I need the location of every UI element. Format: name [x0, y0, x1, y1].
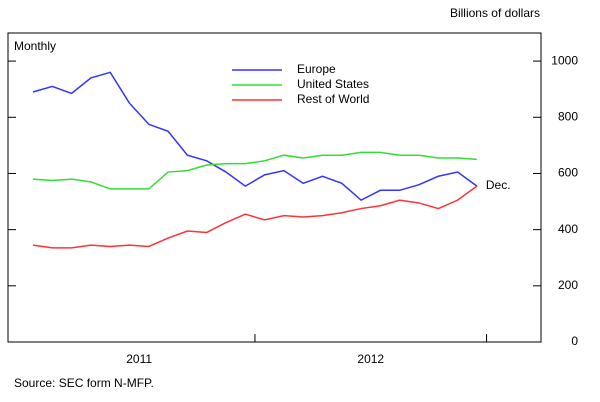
plot-frame — [7, 32, 542, 343]
series-line — [32, 151, 477, 190]
legend-label: United States — [297, 77, 369, 91]
y-tick-label: 400 — [558, 222, 578, 236]
y-tick-label: 200 — [558, 278, 578, 292]
legend-label: Rest of World — [297, 92, 369, 106]
source-note: Source: SEC form N-MFP. — [14, 376, 154, 390]
frequency-label: Monthly — [14, 39, 56, 53]
y-tick-label: 0 — [571, 334, 578, 348]
end-annotation: Dec. — [486, 178, 511, 192]
y-tick-label: 600 — [558, 166, 578, 180]
series-line — [32, 185, 478, 249]
y-tick-label: 800 — [558, 109, 578, 123]
year-label: 2011 — [126, 352, 152, 366]
year-label: 2012 — [357, 352, 384, 366]
series-line — [32, 71, 478, 202]
legend-label: Europe — [297, 62, 336, 76]
y-tick-label: 1000 — [551, 53, 578, 67]
unit-label: Billions of dollars — [450, 6, 540, 20]
